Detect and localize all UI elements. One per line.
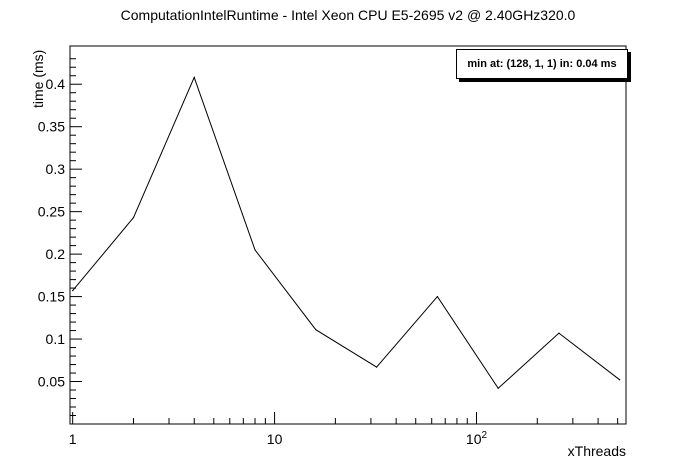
x-tick-label: 1 [69, 431, 77, 447]
y-tick-label: 0.1 [46, 331, 66, 347]
stats-legend-box: min at: (128, 1, 1) in: 0.04 ms [456, 49, 628, 79]
y-tick-label: 0.2 [46, 246, 66, 262]
data-point [619, 379, 621, 381]
data-point [436, 295, 438, 298]
x-tick-label: 10 [267, 431, 283, 447]
plot-frame [69, 45, 627, 425]
x-tick-label: 102 [466, 430, 488, 447]
y-tick-label: 0.25 [38, 204, 65, 220]
stats-legend-text: min at: (128, 1, 1) in: 0.04 ms [467, 58, 617, 70]
data-point [72, 290, 74, 292]
y-tick-label: 0.35 [38, 119, 65, 135]
series-line [72, 76, 621, 390]
y-tick-label: 0.4 [46, 76, 66, 92]
y-tick-label: 0.15 [38, 289, 65, 305]
x-axis-label: xThreads [567, 443, 626, 459]
data-point [558, 332, 560, 334]
data-point [132, 216, 135, 219]
chart-title: ComputationIntelRuntime - Intel Xeon CPU… [120, 7, 576, 23]
y-tick-label: 0.3 [46, 161, 66, 177]
data-point [315, 329, 317, 331]
data-point [254, 249, 256, 251]
y-tick-label: 0.05 [38, 374, 65, 390]
data-point [375, 366, 378, 368]
data-point [193, 76, 195, 79]
data-point [497, 387, 499, 389]
